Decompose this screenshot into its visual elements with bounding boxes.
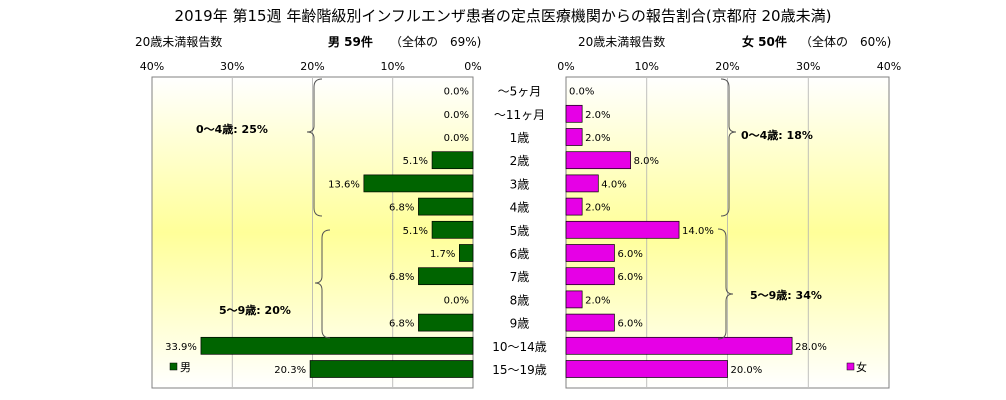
male-bar <box>309 360 474 378</box>
left-gender-count: 男 59件 <box>328 34 373 49</box>
male-value-label: 0.0% <box>444 110 469 121</box>
female-bar <box>565 360 728 378</box>
category-label: 8歳 <box>510 293 530 307</box>
female-bar <box>565 174 599 193</box>
x-tick-label: 0% <box>464 60 481 73</box>
female-bar <box>565 104 583 123</box>
category-label: 〜11ヶ月 <box>494 108 545 122</box>
right-gender-count: 女 50件 <box>742 34 787 49</box>
category-label: 5歳 <box>510 224 530 238</box>
male-value-label: 6.8% <box>389 319 414 330</box>
male-bar <box>431 151 474 170</box>
female-value-label: 8.0% <box>634 156 659 167</box>
legend-male-swatch <box>169 362 178 371</box>
x-tick-label: 10% <box>635 60 659 73</box>
male-value-label: 0.0% <box>444 295 469 306</box>
left-5-9-annotation: 5〜9歳: 20% <box>219 303 291 317</box>
right-0-4-annotation: 0〜4歳: 18% <box>741 128 813 142</box>
category-label: 4歳 <box>510 201 530 215</box>
category-labels: 〜5ヶ月〜11ヶ月 1歳 2歳 3歳 4歳 5歳 6歳 7歳 8歳 9歳 10〜14歳 15〜19歳 <box>492 85 547 377</box>
category-label: 〜5ヶ月 <box>498 85 542 99</box>
left-share: （全体の 69%) <box>390 34 481 49</box>
male-value-label: 13.6% <box>328 179 360 190</box>
male-bar <box>363 174 474 193</box>
legend-male-label: 男 <box>180 361 191 374</box>
female-bar <box>565 197 583 216</box>
category-label: 3歳 <box>510 177 530 191</box>
left-0-4-annotation: 0〜4歳: 25% <box>196 122 268 136</box>
female-value-label: 2.0% <box>585 295 610 306</box>
male-value-label: 5.1% <box>403 226 428 237</box>
male-bar <box>459 244 474 262</box>
female-bar <box>565 151 631 170</box>
male-value-label: 6.8% <box>389 203 414 214</box>
category-label: 10〜14歳 <box>492 340 547 354</box>
x-tick-label: 30% <box>796 60 820 73</box>
category-label: 2歳 <box>510 154 530 168</box>
female-value-label: 6.0% <box>617 249 642 260</box>
right-5-9-annotation: 5〜9歳: 34% <box>750 288 822 302</box>
x-tick-label: 40% <box>877 60 901 73</box>
female-value-label: 20.0% <box>731 365 763 376</box>
male-bar <box>418 267 474 286</box>
female-bar <box>565 220 680 239</box>
female-bar <box>565 290 583 309</box>
female-bar <box>565 313 615 332</box>
x-tick-label: 20% <box>715 60 739 73</box>
bars <box>200 104 793 378</box>
male-value-label: 20.3% <box>274 365 306 376</box>
female-value-label: 2.0% <box>585 203 610 214</box>
female-bar <box>565 244 615 262</box>
female-bar <box>565 128 583 146</box>
legend-female-swatch <box>846 362 855 371</box>
male-value-label: 1.7% <box>430 249 455 260</box>
female-value-label: 6.0% <box>617 319 642 330</box>
x-tick-label: 0% <box>557 60 574 73</box>
male-value-label: 0.0% <box>444 87 469 98</box>
female-value-label: 2.0% <box>585 110 610 121</box>
female-bar <box>565 336 793 355</box>
x-tick-label: 30% <box>220 60 244 73</box>
male-value-label: 5.1% <box>403 156 428 167</box>
x-tick-label: 40% <box>140 60 164 73</box>
male-bar <box>418 197 474 216</box>
female-value-label: 2.0% <box>585 133 610 144</box>
category-label: 7歳 <box>510 270 530 284</box>
category-label: 9歳 <box>510 317 530 331</box>
group-braces <box>306 78 737 340</box>
chart-title: 2019年 第15週 年齢階級別インフルエンザ患者の定点医療機関からの報告割合(… <box>175 7 832 25</box>
female-value-label: 0.0% <box>569 87 594 98</box>
left-report-label: 20歳未満報告数 <box>135 34 222 49</box>
male-value-label: 33.9% <box>165 342 197 353</box>
female-value-label: 28.0% <box>795 342 827 353</box>
male-value-label: 0.0% <box>444 133 469 144</box>
female-value-label: 14.0% <box>682 226 714 237</box>
male-bar <box>418 313 474 332</box>
category-label: 15〜19歳 <box>492 363 547 377</box>
axis-ticks: 0% 0% 10% 10% 20% 20% 30% 30% 40% 40% <box>140 60 901 73</box>
right-report-label: 20歳未満報告数 <box>578 34 665 49</box>
x-tick-label: 20% <box>300 60 324 73</box>
x-tick-label: 10% <box>381 60 405 73</box>
female-value-label: 6.0% <box>617 272 642 283</box>
category-label: 6歳 <box>510 247 530 261</box>
female-bar <box>565 267 615 286</box>
legend-female-label: 女 <box>856 360 867 374</box>
right-share: （全体の 60%) <box>800 34 891 49</box>
category-label: 1歳 <box>510 131 530 145</box>
value-labels: 0.0% 0.0% 0.0% 2.0% 0.0% 2.0% 5.1% 8.0% 13.6% 4.0… <box>165 87 827 376</box>
male-value-label: 6.8% <box>389 272 414 283</box>
male-bar <box>431 220 474 239</box>
male-bar <box>200 336 474 355</box>
female-value-label: 4.0% <box>601 179 626 190</box>
